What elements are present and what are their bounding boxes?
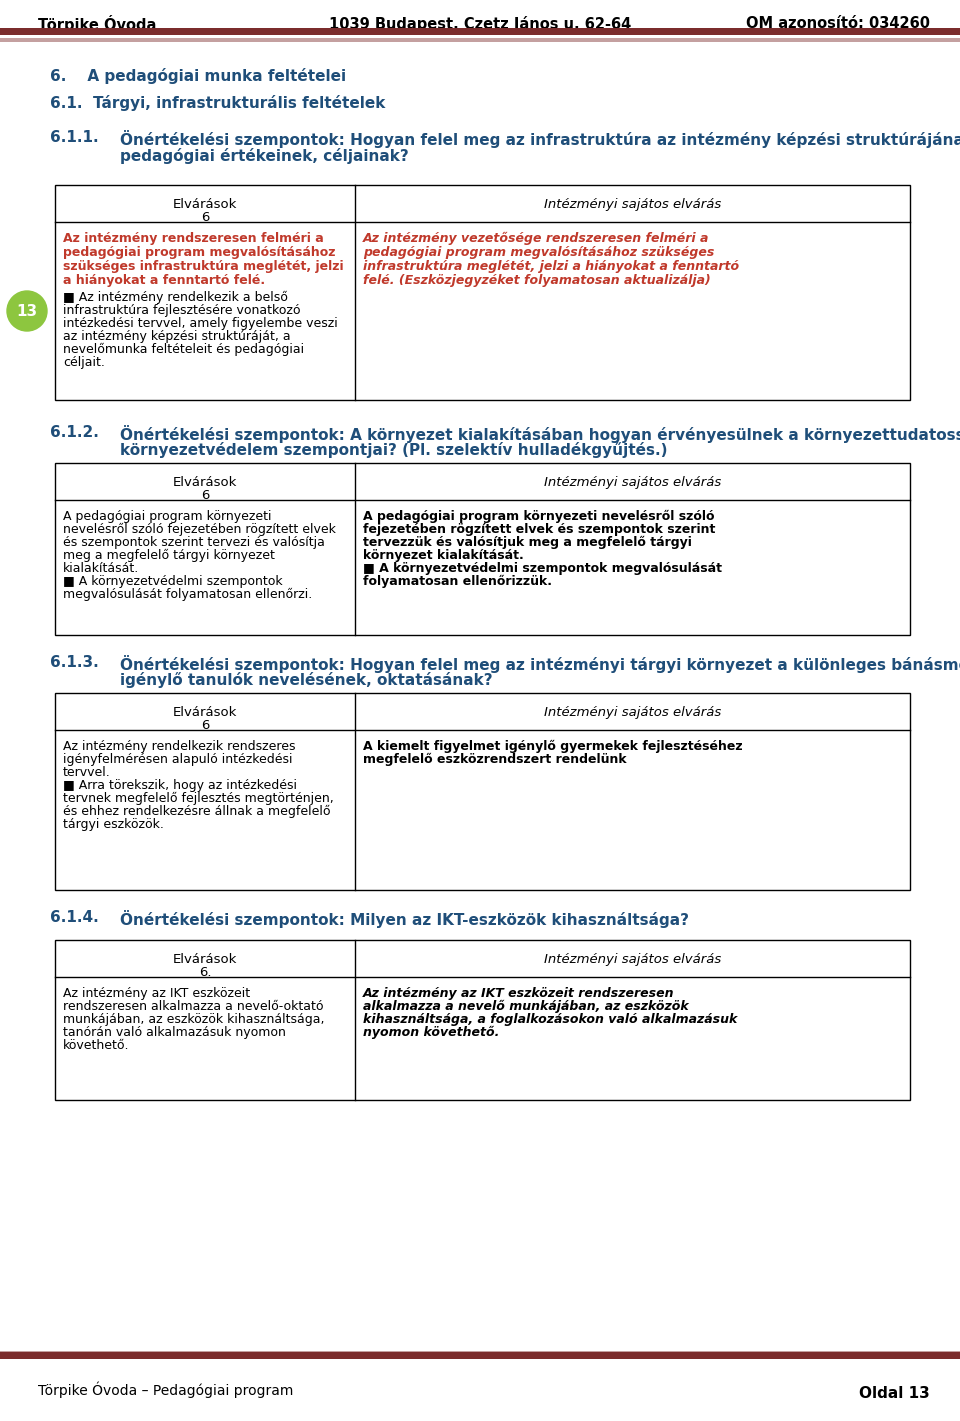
Text: meg a megfelelő tárgyi környezet: meg a megfelelő tárgyi környezet <box>63 549 275 563</box>
Text: 6.1.4.: 6.1.4. <box>50 909 99 925</box>
Text: felé. (Eszközjegyzéket folyamatosan aktualizálja): felé. (Eszközjegyzéket folyamatosan aktu… <box>363 274 710 287</box>
Text: környezetvédelem szempontjai? (Pl. szelektív hulladékgyűjtés.): környezetvédelem szempontjai? (Pl. szele… <box>120 442 667 458</box>
Text: tárgyi eszközök.: tárgyi eszközök. <box>63 818 164 831</box>
Text: Önértékelési szempontok: Hogyan felel meg az intézményi tárgyi környezet a külön: Önértékelési szempontok: Hogyan felel me… <box>120 655 960 674</box>
Text: követhető.: követhető. <box>63 1039 130 1052</box>
Text: OM azonosító: 034260: OM azonosító: 034260 <box>746 17 930 31</box>
Text: igényfelmérésen alapuló intézkedési: igényfelmérésen alapuló intézkedési <box>63 753 293 766</box>
Bar <box>55 941 910 1100</box>
Bar <box>55 693 910 890</box>
Text: Elvárások: Elvárások <box>173 476 237 489</box>
Text: ■ Arra törekszik, hogy az intézkedési: ■ Arra törekszik, hogy az intézkedési <box>63 779 297 791</box>
Bar <box>0 28 960 36</box>
Text: Törpike Óvoda – Pedagógiai program: Törpike Óvoda – Pedagógiai program <box>38 1381 294 1398</box>
Text: Törpike Óvoda: Törpike Óvoda <box>38 16 156 33</box>
Text: kialakítását.: kialakítását. <box>63 561 139 576</box>
Text: 6.1.2.: 6.1.2. <box>50 425 99 441</box>
Text: Az intézmény rendszeresen felméri a: Az intézmény rendszeresen felméri a <box>63 232 324 244</box>
Text: pedagógiai program megvalósításához: pedagógiai program megvalósításához <box>63 246 335 259</box>
Text: Az intézmény az IKT eszközeit: Az intézmény az IKT eszközeit <box>63 988 251 1000</box>
Text: Önértékelési szempontok: Milyen az IKT-eszközök kihasználtsága?: Önértékelési szempontok: Milyen az IKT-e… <box>120 909 689 928</box>
Text: 6: 6 <box>201 719 209 732</box>
Text: munkájában, az eszközök kihasználtsága,: munkájában, az eszközök kihasználtsága, <box>63 1013 324 1026</box>
Text: intézkedési tervvel, amely figyelembe veszi: intézkedési tervvel, amely figyelembe ve… <box>63 317 338 330</box>
Text: 6.1.1.: 6.1.1. <box>50 129 99 145</box>
Text: Önértékelési szempontok: Hogyan felel meg az infrastruktúra az intézmény képzési: Önértékelési szempontok: Hogyan felel me… <box>120 129 960 148</box>
Text: az intézmény képzési struktúráját, a: az intézmény képzési struktúráját, a <box>63 330 291 342</box>
Text: tanórán való alkalmazásuk nyomon: tanórán való alkalmazásuk nyomon <box>63 1026 286 1039</box>
Text: ■ A környezetvédelmi szempontok: ■ A környezetvédelmi szempontok <box>63 576 282 588</box>
Text: infrastruktúra fejlesztésére vonatkozó: infrastruktúra fejlesztésére vonatkozó <box>63 304 300 317</box>
Text: 6.    A pedagógiai munka feltételei: 6. A pedagógiai munka feltételei <box>50 68 347 84</box>
Text: nevelőmunka feltételeit és pedagógiai: nevelőmunka feltételeit és pedagógiai <box>63 342 304 357</box>
Bar <box>55 185 910 399</box>
Text: 6.: 6. <box>199 966 211 979</box>
Text: fejezetében rögzített elvek és szempontok szerint: fejezetében rögzített elvek és szemponto… <box>363 523 715 536</box>
Text: a hiányokat a fenntartó felé.: a hiányokat a fenntartó felé. <box>63 274 265 287</box>
Text: szükséges infrastruktúra meglétét, jelzi: szükséges infrastruktúra meglétét, jelzi <box>63 260 344 273</box>
Text: céljait.: céljait. <box>63 357 105 369</box>
Text: Intézményi sajátos elvárás: Intézményi sajátos elvárás <box>544 198 721 210</box>
Bar <box>55 463 910 635</box>
Text: Intézményi sajátos elvárás: Intézményi sajátos elvárás <box>544 476 721 489</box>
Text: infrastruktúra meglétét, jelzi a hiányokat a fenntartó: infrastruktúra meglétét, jelzi a hiányok… <box>363 260 739 273</box>
Text: rendszeresen alkalmazza a nevelő-oktató: rendszeresen alkalmazza a nevelő-oktató <box>63 1000 324 1013</box>
Text: kihasználtsága, a foglalkozásokon való alkalmazásuk: kihasználtsága, a foglalkozásokon való a… <box>363 1013 737 1026</box>
Text: Intézményi sajátos elvárás: Intézményi sajátos elvárás <box>544 706 721 719</box>
Text: A pedagógiai program környezeti nevelésről szóló: A pedagógiai program környezeti nevelésr… <box>363 510 714 523</box>
Text: 13: 13 <box>16 304 37 318</box>
Text: A pedagógiai program környezeti: A pedagógiai program környezeti <box>63 510 272 523</box>
Text: nevelésről szóló fejezetében rögzített elvek: nevelésről szóló fejezetében rögzített e… <box>63 523 336 536</box>
Text: ■ Az intézmény rendelkezik a belső: ■ Az intézmény rendelkezik a belső <box>63 291 288 304</box>
Bar <box>0 1351 960 1358</box>
Text: nyomon követhető.: nyomon követhető. <box>363 1026 499 1039</box>
Text: Az intézmény rendelkezik rendszeres: Az intézmény rendelkezik rendszeres <box>63 740 296 753</box>
Text: 6.1.3.: 6.1.3. <box>50 655 99 669</box>
Text: 1039 Budapest, Czetz János u. 62-64: 1039 Budapest, Czetz János u. 62-64 <box>329 16 631 33</box>
Text: alkalmazza a nevelő munkájában, az eszközök: alkalmazza a nevelő munkájában, az eszkö… <box>363 1000 688 1013</box>
Text: Elvárások: Elvárások <box>173 953 237 966</box>
Text: ■ A környezetvédelmi szempontok megvalósulását: ■ A környezetvédelmi szempontok megvalós… <box>363 561 722 576</box>
Bar <box>0 1351 960 1356</box>
Text: Önértékelési szempontok: A környezet kialakításában hogyan érvényesülnek a körny: Önértékelési szempontok: A környezet kia… <box>120 425 960 443</box>
Text: megvalósulását folyamatosan ellenőrzi.: megvalósulását folyamatosan ellenőrzi. <box>63 588 312 601</box>
Text: és ehhez rendelkezésre állnak a megfelelő: és ehhez rendelkezésre állnak a megfelel… <box>63 806 330 818</box>
Text: és szempontok szerint tervezi és valósítja: és szempontok szerint tervezi és valósít… <box>63 536 324 549</box>
Text: tervnek megfelelő fejlesztés megtörténjen,: tervnek megfelelő fejlesztés megtörténje… <box>63 791 334 806</box>
Bar <box>0 38 960 43</box>
Text: tervvel.: tervvel. <box>63 766 110 779</box>
Text: Elvárások: Elvárások <box>173 198 237 210</box>
Text: 6: 6 <box>201 489 209 502</box>
Text: környezet kialakítását.: környezet kialakítását. <box>363 549 524 561</box>
Text: Az intézmény vezetősége rendszeresen felméri a: Az intézmény vezetősége rendszeresen fel… <box>363 232 709 246</box>
Text: Az intézmény az IKT eszközeit rendszeresen: Az intézmény az IKT eszközeit rendszeres… <box>363 988 675 1000</box>
Text: Oldal 13: Oldal 13 <box>859 1385 930 1401</box>
Text: Elvárások: Elvárások <box>173 706 237 719</box>
Circle shape <box>7 291 47 331</box>
Text: igénylő tanulók nevelésének, oktatásának?: igénylő tanulók nevelésének, oktatásának… <box>120 672 492 688</box>
Text: pedagógiai értékeinek, céljainak?: pedagógiai értékeinek, céljainak? <box>120 148 409 163</box>
Text: megfelelő eszközrendszert rendelünk: megfelelő eszközrendszert rendelünk <box>363 753 627 766</box>
Text: folyamatosan ellenőrizzük.: folyamatosan ellenőrizzük. <box>363 576 552 588</box>
Text: Intézményi sajátos elvárás: Intézményi sajátos elvárás <box>544 953 721 966</box>
Text: tervezzük és valósítjuk meg a megfelelő tárgyi: tervezzük és valósítjuk meg a megfelelő … <box>363 536 692 549</box>
Text: pedagógiai program megvalósításához szükséges: pedagógiai program megvalósításához szük… <box>363 246 714 259</box>
Text: 6: 6 <box>201 210 209 225</box>
Text: A kiemelt figyelmet igénylő gyermekek fejlesztéséhez: A kiemelt figyelmet igénylő gyermekek fe… <box>363 740 743 753</box>
Text: 6.1.  Tárgyi, infrastrukturális feltételek: 6.1. Tárgyi, infrastrukturális feltétele… <box>50 95 385 111</box>
